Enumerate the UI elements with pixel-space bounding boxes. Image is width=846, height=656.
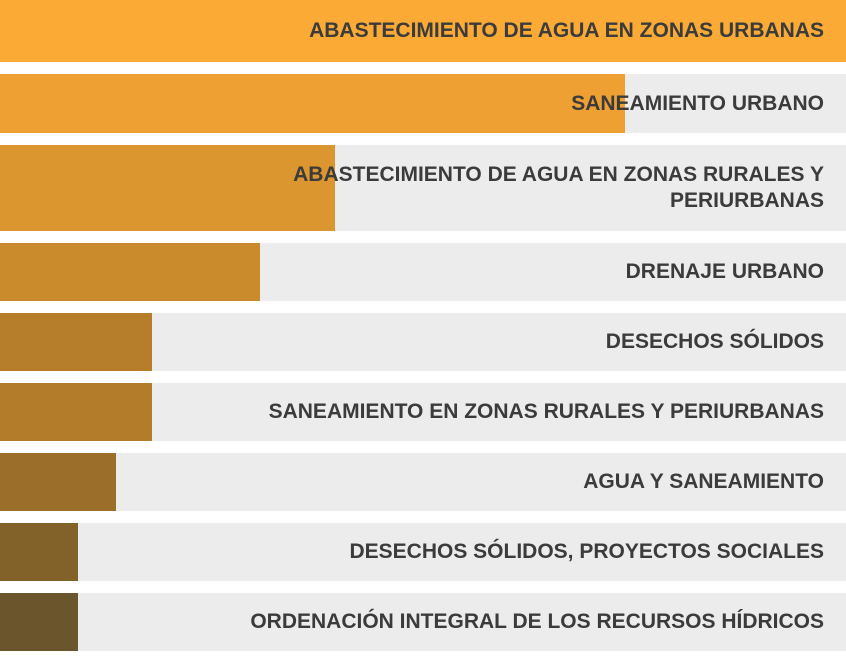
bar-row: ABASTECIMIENTO DE AGUA EN ZONAS URBANAS [0, 0, 846, 62]
bar [0, 313, 153, 371]
bar-label: SANEAMIENTO EN ZONAS RURALES Y PERIURBAN… [268, 400, 824, 423]
bar-label: SANEAMIENTO URBANO [571, 91, 824, 115]
bar-row: SANEAMIENTO EN ZONAS RURALES Y PERIURBAN… [0, 383, 846, 441]
bar [0, 0, 846, 62]
bar [0, 523, 78, 581]
bar-label: ABASTECIMIENTO DE AGUA EN ZONAS RURALES … [293, 163, 824, 212]
bar-row: DRENAJE URBANO [0, 243, 846, 301]
bar-row: DESECHOS SÓLIDOS [0, 313, 846, 371]
bar [0, 593, 78, 651]
bar-row: ABASTECIMIENTO DE AGUA EN ZONAS RURALES … [0, 145, 846, 231]
bar-label: DESECHOS SÓLIDOS, PROYECTOS SOCIALES [349, 540, 824, 563]
bar-label: ORDENACIÓN INTEGRAL DE LOS RECURSOS HÍDR… [250, 610, 824, 633]
bar-label: DRENAJE URBANO [625, 260, 824, 283]
bar [0, 453, 116, 511]
bar [0, 74, 626, 133]
bar [0, 243, 260, 301]
bar-row: AGUA Y SANEAMIENTO [0, 453, 846, 511]
bar-label: ABASTECIMIENTO DE AGUA EN ZONAS URBANAS [309, 19, 824, 42]
bar-row: SANEAMIENTO URBANO [0, 74, 846, 133]
bar-row: DESECHOS SÓLIDOS, PROYECTOS SOCIALES [0, 523, 846, 581]
bar-label: DESECHOS SÓLIDOS [605, 330, 824, 353]
bar [0, 145, 336, 231]
bar-label: AGUA Y SANEAMIENTO [583, 470, 824, 493]
bar-row: ORDENACIÓN INTEGRAL DE LOS RECURSOS HÍDR… [0, 593, 846, 651]
bar [0, 383, 153, 441]
